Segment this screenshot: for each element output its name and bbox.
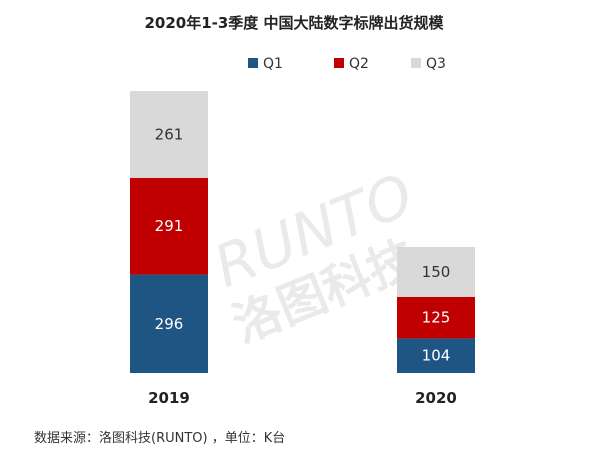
legend-label-q1: Q1 [263, 56, 283, 72]
data-label-2019-q2: 291 [155, 217, 184, 235]
legend-label-q3: Q3 [426, 56, 446, 72]
data-label-2019-q3: 261 [155, 125, 184, 143]
category-axis: 2019 2020 [148, 389, 457, 407]
bar-2019-q1 [130, 274, 208, 373]
legend-swatch-q3 [411, 58, 421, 68]
legend-swatch-q1 [248, 58, 258, 68]
data-label-2020-q3: 150 [422, 263, 451, 281]
bar-2019-q2 [130, 177, 208, 275]
bar-2020-q2 [397, 296, 475, 339]
source-note: 数据来源：洛图科技(RUNTO) ，单位：K台 [34, 431, 285, 446]
bars: 296 291 261 104 125 150 [130, 91, 475, 373]
bar-2020-q3 [397, 246, 475, 297]
legend-swatch-q2 [334, 58, 344, 68]
category-label-2020: 2020 [415, 389, 457, 407]
chart-title: 2020年1-3季度 中国大陆数字标牌出货规模 [144, 14, 444, 32]
legend: Q1 Q2 Q3 [248, 56, 446, 72]
data-label-2020-q1: 104 [422, 347, 451, 365]
legend-label-q2: Q2 [349, 56, 369, 72]
data-label-2019-q1: 296 [155, 315, 184, 333]
category-label-2019: 2019 [148, 389, 190, 407]
bar-2020-q1 [397, 338, 475, 373]
bar-2019-q3 [130, 91, 208, 178]
watermark: RUNTO 洛图科技 [205, 160, 424, 354]
data-label-2020-q2: 125 [422, 309, 451, 327]
